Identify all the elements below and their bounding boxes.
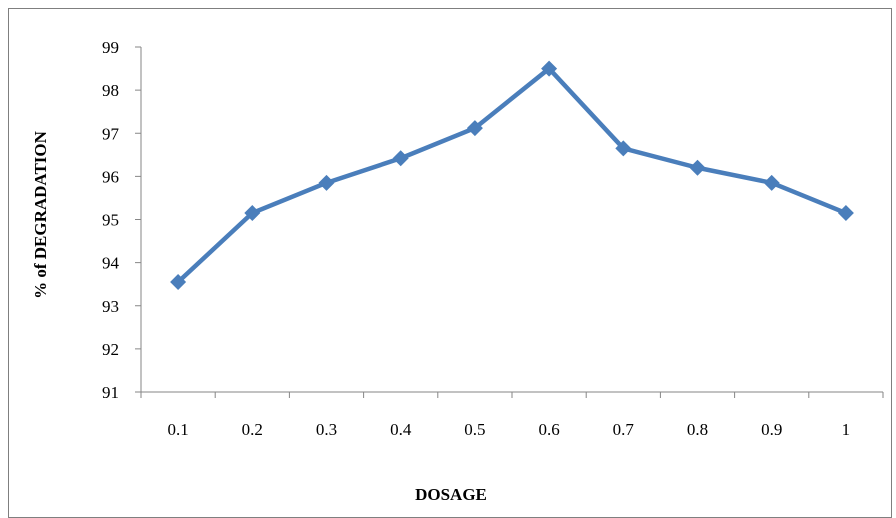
y-tick-label: 93 (102, 297, 119, 316)
x-tick-label: 0.4 (390, 420, 412, 439)
x-axis-title: DOSAGE (415, 485, 487, 504)
data-point-marker (244, 205, 261, 222)
x-tick-label: 0.3 (316, 420, 337, 439)
y-tick-label: 97 (102, 124, 120, 143)
x-tick-label: 0.8 (687, 420, 708, 439)
x-tick-label: 0.2 (242, 420, 263, 439)
data-point-marker (170, 274, 187, 291)
series-line (176, 66, 847, 284)
y-tick-label: 99 (102, 38, 119, 57)
y-tick-label: 96 (102, 167, 119, 186)
y-tick-label: 98 (102, 81, 119, 100)
x-tick-label: 0.1 (167, 420, 188, 439)
data-point-marker (318, 174, 335, 191)
data-point-marker (837, 205, 854, 222)
y-tick-label: 94 (102, 254, 120, 273)
y-tick-label: 95 (102, 211, 119, 230)
data-point-marker (466, 120, 483, 137)
y-tick-label: 92 (102, 340, 119, 359)
data-point-marker (541, 60, 558, 77)
axes (135, 46, 884, 398)
series-layer (170, 60, 854, 291)
x-tick-labels: 0.1 0.2 0.3 0.4 0.5 0.6 0.7 0.8 0.9 1 (167, 420, 850, 439)
data-point-marker (392, 150, 409, 167)
data-point-marker (615, 140, 632, 157)
x-tick-label: 0.6 (538, 420, 559, 439)
y-axis-title: % of DEGRADATION (31, 130, 50, 299)
x-tick-label: 0.5 (464, 420, 485, 439)
data-point-marker (763, 174, 780, 191)
y-tick-label: 91 (102, 383, 119, 402)
data-point-marker (689, 159, 706, 176)
x-tick-label: 0.9 (761, 420, 782, 439)
y-tick-labels: 91 92 93 94 95 96 97 98 99 (102, 38, 120, 402)
chart-frame (8, 8, 892, 518)
x-tick-label: 1 (842, 420, 851, 439)
x-tick-label: 0.7 (613, 420, 635, 439)
